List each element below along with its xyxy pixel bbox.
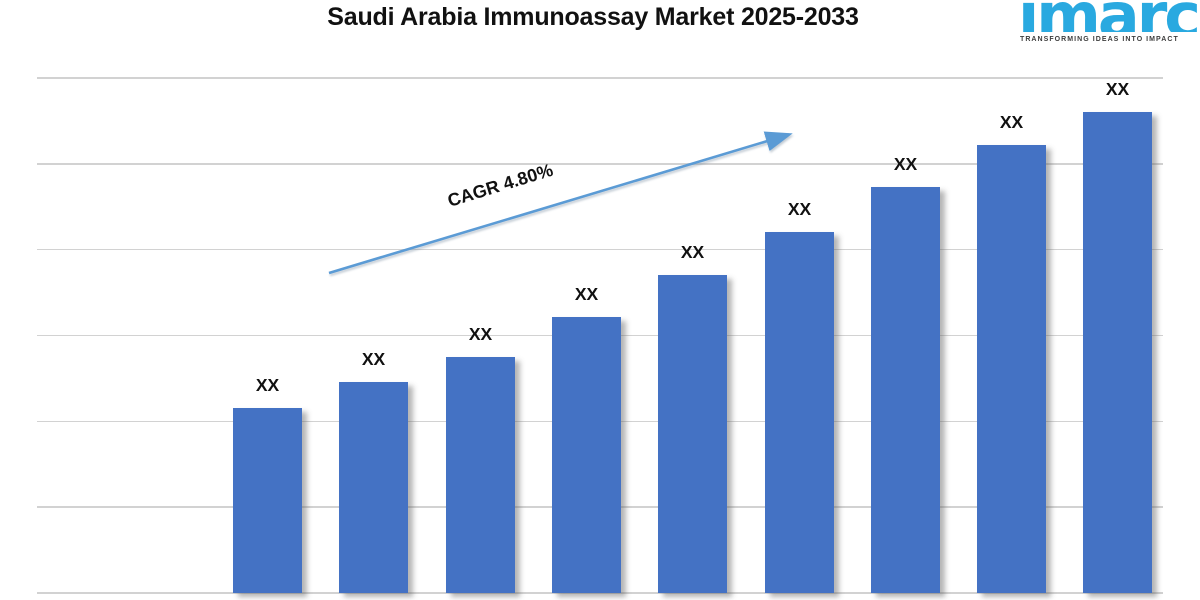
gridline [37,592,1163,594]
bar-value-label-5: XX [680,242,705,262]
bar-1 [233,408,302,593]
bar-3 [446,357,515,593]
bar-value-label-1: XX [255,375,280,395]
bar-value-label-4: XX [574,284,599,304]
imarc-logo-tagline: TRANSFORMING IDEAS INTO IMPACT [1020,36,1179,43]
gridline [37,77,1163,79]
bar-value-label-9: XX [1105,79,1130,99]
bar-value-label-2: XX [361,349,386,369]
bar-5 [658,275,727,593]
bar-2 [339,382,408,593]
imarc-logo-wordmark-clip: imarc [1018,0,1200,32]
bar-6 [765,232,834,593]
bar-8 [977,145,1046,593]
bar-4 [552,317,621,593]
cagr-label: CAGR 4.80% [445,160,555,211]
imarc-logo-wordmark: imarc [1018,0,1200,32]
bar-9 [1083,112,1152,593]
bar-value-label-6: XX [787,199,812,219]
chart-title: Saudi Arabia Immunoassay Market 2025-203… [327,3,859,31]
imarc-logo: imarc TRANSFORMING IDEAS INTO IMPACT [1018,0,1200,50]
bar-7 [871,187,940,593]
bar-value-label-3: XX [468,324,493,344]
bar-value-label-8: XX [999,112,1024,132]
bar-value-label-7: XX [893,154,918,174]
